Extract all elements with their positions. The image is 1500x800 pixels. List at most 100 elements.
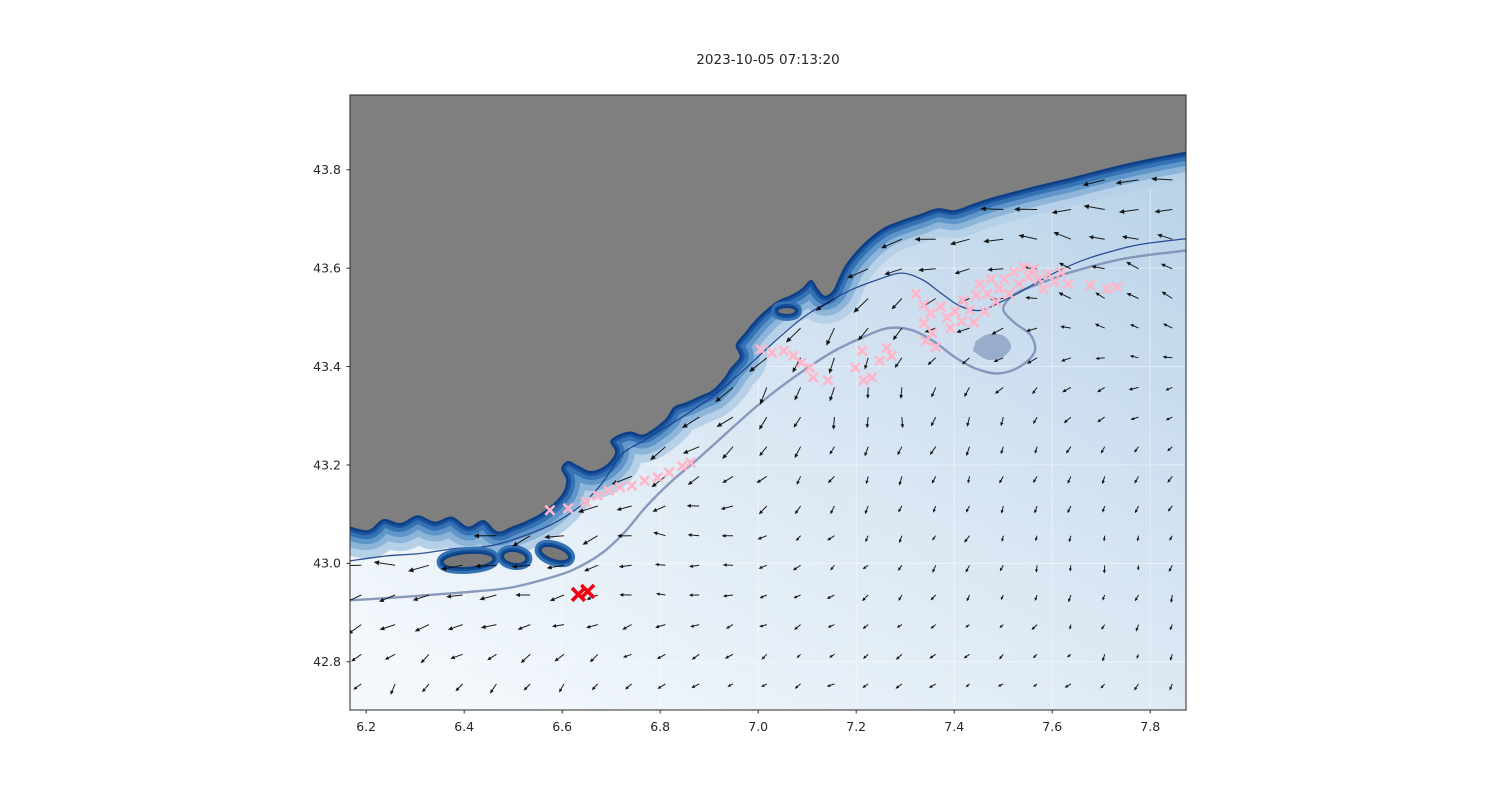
current-arrow-head <box>523 686 528 691</box>
current-arrow-head <box>792 367 797 373</box>
current-arrow-head <box>1154 209 1160 214</box>
current-arrow-head <box>1035 569 1039 573</box>
current-arrow <box>993 327 1004 334</box>
pink-marker <box>930 341 942 353</box>
current-arrow <box>827 327 835 344</box>
current-arrow-head <box>1134 686 1138 691</box>
x-tick-label: 6.6 <box>552 719 572 734</box>
current-arrow-head <box>655 624 660 629</box>
current-arrow-head <box>929 684 933 688</box>
current-arrow-head <box>964 538 968 543</box>
current-arrow-head <box>831 425 836 430</box>
current-arrow <box>990 268 1004 271</box>
current-arrow-head <box>1058 292 1064 297</box>
current-arrow-head <box>1128 387 1133 391</box>
current-arrow <box>1060 293 1072 299</box>
pink-marker <box>885 350 898 362</box>
pink-marker <box>910 288 922 300</box>
pink-marker <box>795 357 807 369</box>
current-arrow-head <box>794 453 799 459</box>
current-arrow-head <box>983 238 989 244</box>
current-arrow-head <box>966 597 970 602</box>
current-arrow-head <box>653 531 658 536</box>
current-arrow-head <box>1064 684 1069 688</box>
pink-marker <box>918 317 930 329</box>
current-arrow <box>952 238 970 245</box>
current-arrow-head <box>899 394 903 399</box>
outer-contour <box>350 249 1186 602</box>
current-arrow-head <box>511 564 518 569</box>
current-arrow-head <box>1169 657 1173 661</box>
current-arrow-head <box>623 654 628 658</box>
current-arrow-head <box>512 541 519 547</box>
current-arrow-head <box>515 592 520 598</box>
current-arrow-head <box>759 424 764 430</box>
current-arrow-head <box>1091 265 1097 269</box>
current-arrow-head <box>1000 596 1004 601</box>
pink-marker <box>626 480 638 492</box>
current-arrow-head <box>999 625 1003 628</box>
current-arrow-head <box>1151 176 1157 182</box>
current-arrow-head <box>690 624 695 628</box>
current-arrow-head <box>1100 449 1104 454</box>
current-arrow-head <box>1062 388 1067 393</box>
current-arrow-head <box>726 625 730 629</box>
current-arrow-head <box>474 563 481 569</box>
current-arrow-head <box>412 596 419 601</box>
current-arrow <box>859 327 869 339</box>
current-arrow-head <box>1169 686 1173 691</box>
current-arrow-head <box>1134 479 1138 484</box>
current-arrow <box>1157 209 1173 212</box>
current-arrow <box>450 624 463 630</box>
current-arrow-head <box>862 597 866 602</box>
current-arrow <box>795 446 802 457</box>
current-arrow-head <box>1101 626 1105 630</box>
current-arrow-head <box>1069 568 1072 572</box>
y-tick-label: 43.8 <box>313 162 341 177</box>
pink-marker <box>957 294 969 306</box>
pink-marker <box>676 460 688 472</box>
pink-marker <box>755 343 767 355</box>
current-arrow-head <box>440 565 447 571</box>
current-arrow-head <box>1102 570 1106 574</box>
current-arrow-head <box>1102 509 1105 513</box>
current-arrow-head <box>932 569 936 573</box>
current-arrow-head <box>1061 358 1066 362</box>
current-arrow <box>849 268 869 278</box>
current-arrow-head <box>1027 360 1032 364</box>
current-arrow <box>1086 205 1105 210</box>
current-arrow <box>652 446 666 459</box>
x-tick-label: 7.2 <box>846 719 866 734</box>
current-arrow-head <box>884 270 890 276</box>
current-arrow-head <box>1082 181 1089 187</box>
current-arrow-head <box>792 567 797 571</box>
pink-marker <box>822 374 834 386</box>
current-arrow-head <box>914 236 920 242</box>
pink-marker <box>979 305 991 318</box>
current-arrow-head <box>898 481 902 486</box>
current-arrow-head <box>616 506 622 511</box>
current-arrow-head <box>480 624 486 629</box>
current-arrow <box>883 238 903 248</box>
current-arrow-head <box>490 689 494 694</box>
pink-marker <box>990 296 1002 308</box>
current-arrow <box>895 357 903 367</box>
current-arrow-head <box>965 624 969 628</box>
current-arrow-head <box>727 684 731 687</box>
current-arrow-head <box>864 365 868 370</box>
current-arrow-head <box>987 267 993 272</box>
current-arrow-head <box>1169 537 1173 541</box>
current-arrow <box>787 327 801 341</box>
current-arrow-head <box>1033 420 1037 425</box>
tick-layer: 6.2 6.4 6.6 6.8 7.0 7.2 7.4 7.6 7.8 42.8 43.0 43.2 4… <box>313 162 1160 734</box>
pink-marker <box>920 335 932 347</box>
island <box>503 551 526 564</box>
current-arrow <box>519 624 531 630</box>
current-arrow-head <box>929 450 934 455</box>
current-arrow-head <box>962 360 966 365</box>
current-arrow-head <box>1097 388 1102 393</box>
current-arrow-head <box>473 533 479 539</box>
current-arrow <box>614 475 632 484</box>
current-arrow <box>855 298 869 311</box>
